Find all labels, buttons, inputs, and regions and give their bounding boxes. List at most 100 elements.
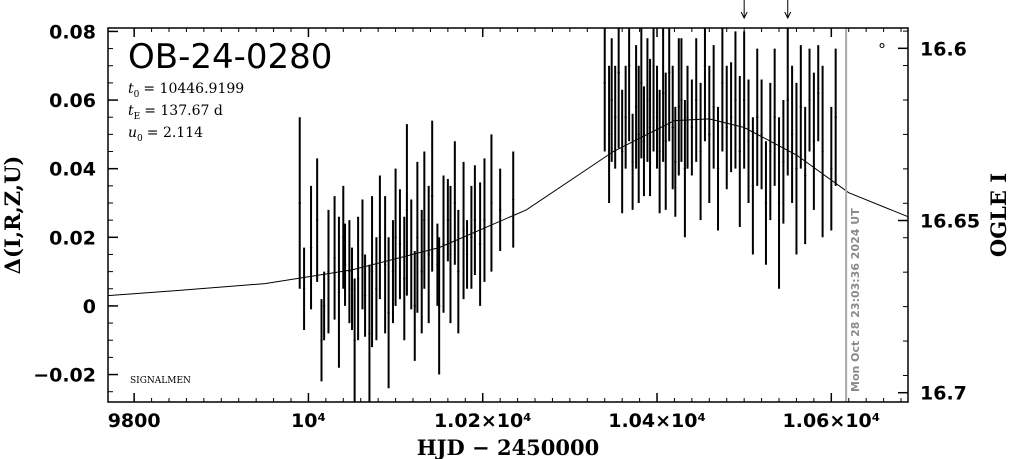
- data-point: [799, 45, 803, 169]
- point-marker: [416, 236, 419, 239]
- point-marker: [436, 263, 439, 266]
- data-point: [703, 28, 707, 142]
- data-point: [686, 65, 689, 169]
- data-point: [613, 65, 617, 169]
- point-marker: [631, 160, 634, 164]
- point-marker: [353, 339, 356, 342]
- data-point: [436, 223, 439, 306]
- data-point: [449, 185, 452, 324]
- x-tick-label: 1.06×10⁴: [783, 410, 881, 432]
- data-point: [423, 151, 426, 289]
- data-point: [631, 113, 634, 210]
- y-tick-label: 0.06: [49, 90, 96, 112]
- point-marker: [646, 98, 649, 102]
- point-marker: [751, 184, 755, 188]
- point-marker: [423, 218, 426, 222]
- data-point: [361, 199, 364, 310]
- point-marker: [375, 287, 378, 290]
- point-marker: [674, 160, 677, 164]
- data-point: [322, 271, 326, 341]
- point-marker: [773, 116, 776, 119]
- data-point: [708, 65, 711, 203]
- data-point: [430, 120, 434, 272]
- data-point: [620, 89, 624, 214]
- point-marker: [457, 270, 460, 273]
- data-point: [383, 196, 387, 334]
- point-marker: [671, 126, 674, 129]
- point-marker: [686, 116, 689, 119]
- data-point: [637, 65, 640, 203]
- data-point: [394, 168, 397, 306]
- point-marker: [465, 253, 469, 256]
- point-marker: [821, 150, 824, 153]
- data-point: [610, 38, 613, 162]
- point-marker: [680, 98, 683, 102]
- x-tick-label: 1.02×10⁴: [434, 410, 532, 432]
- point-marker: [387, 311, 390, 314]
- point-marker: [642, 140, 646, 143]
- x-tick-label: 1.04×10⁴: [608, 410, 706, 432]
- data-point: [760, 79, 763, 190]
- data-point: [490, 134, 493, 272]
- point-marker: [760, 133, 763, 136]
- point-marker: [683, 167, 687, 170]
- point-marker: [405, 208, 409, 212]
- point-marker: [370, 270, 374, 273]
- data-point: [640, 28, 643, 159]
- data-point: [627, 28, 631, 142]
- point-marker: [742, 98, 746, 102]
- point-marker: [812, 140, 816, 143]
- data-point: [453, 141, 457, 265]
- point-marker: [363, 294, 367, 297]
- point-marker: [453, 201, 457, 205]
- data-point: [725, 65, 728, 190]
- point-marker: [470, 236, 473, 239]
- data-point: [830, 106, 833, 231]
- point-marker: [769, 150, 772, 153]
- t0-param: t0 = 10446.9199: [128, 81, 244, 100]
- point-marker: [383, 263, 387, 266]
- arrow-markers: [740, 0, 792, 20]
- point-marker: [834, 116, 837, 119]
- data-point: [462, 161, 465, 300]
- point-marker: [442, 242, 445, 246]
- data-point: [337, 216, 341, 368]
- current-time-label: Mon Oct 28 23:03:36 2024 UT: [849, 208, 862, 392]
- data-point: [712, 45, 715, 169]
- x-axis-title: HJD − 2450000: [417, 435, 600, 459]
- point-marker: [462, 229, 465, 232]
- point-marker: [322, 304, 326, 308]
- point-marker: [356, 277, 360, 280]
- data-point: [309, 185, 313, 310]
- data-point: [668, 28, 671, 142]
- data-point: [398, 189, 402, 300]
- data-point: [677, 38, 681, 176]
- point-marker: [302, 287, 306, 290]
- y-tick-label: 0: [83, 296, 96, 318]
- point-marker: [747, 140, 750, 143]
- y-tick-label: 0.02: [49, 227, 96, 249]
- point-marker: [343, 263, 347, 266]
- point-marker: [777, 201, 781, 205]
- data-point: [721, 28, 724, 152]
- point-marker: [721, 81, 724, 85]
- point-marker: [799, 105, 803, 109]
- point-marker: [368, 332, 371, 335]
- data-point: [738, 76, 742, 228]
- point-marker: [391, 270, 395, 273]
- point-marker: [413, 304, 416, 308]
- point-marker: [498, 208, 502, 212]
- u0-param: u0 = 2.114: [128, 125, 203, 144]
- point-marker: [729, 116, 733, 119]
- data-point: [729, 62, 733, 173]
- point-marker: [624, 116, 627, 119]
- point-marker: [637, 133, 640, 136]
- data-point: [420, 209, 423, 334]
- point-marker: [817, 91, 820, 95]
- data-point: [315, 158, 319, 282]
- model-curve: [107, 118, 909, 297]
- point-marker: [782, 160, 785, 164]
- data-point: [607, 65, 611, 203]
- data-point: [603, 28, 606, 152]
